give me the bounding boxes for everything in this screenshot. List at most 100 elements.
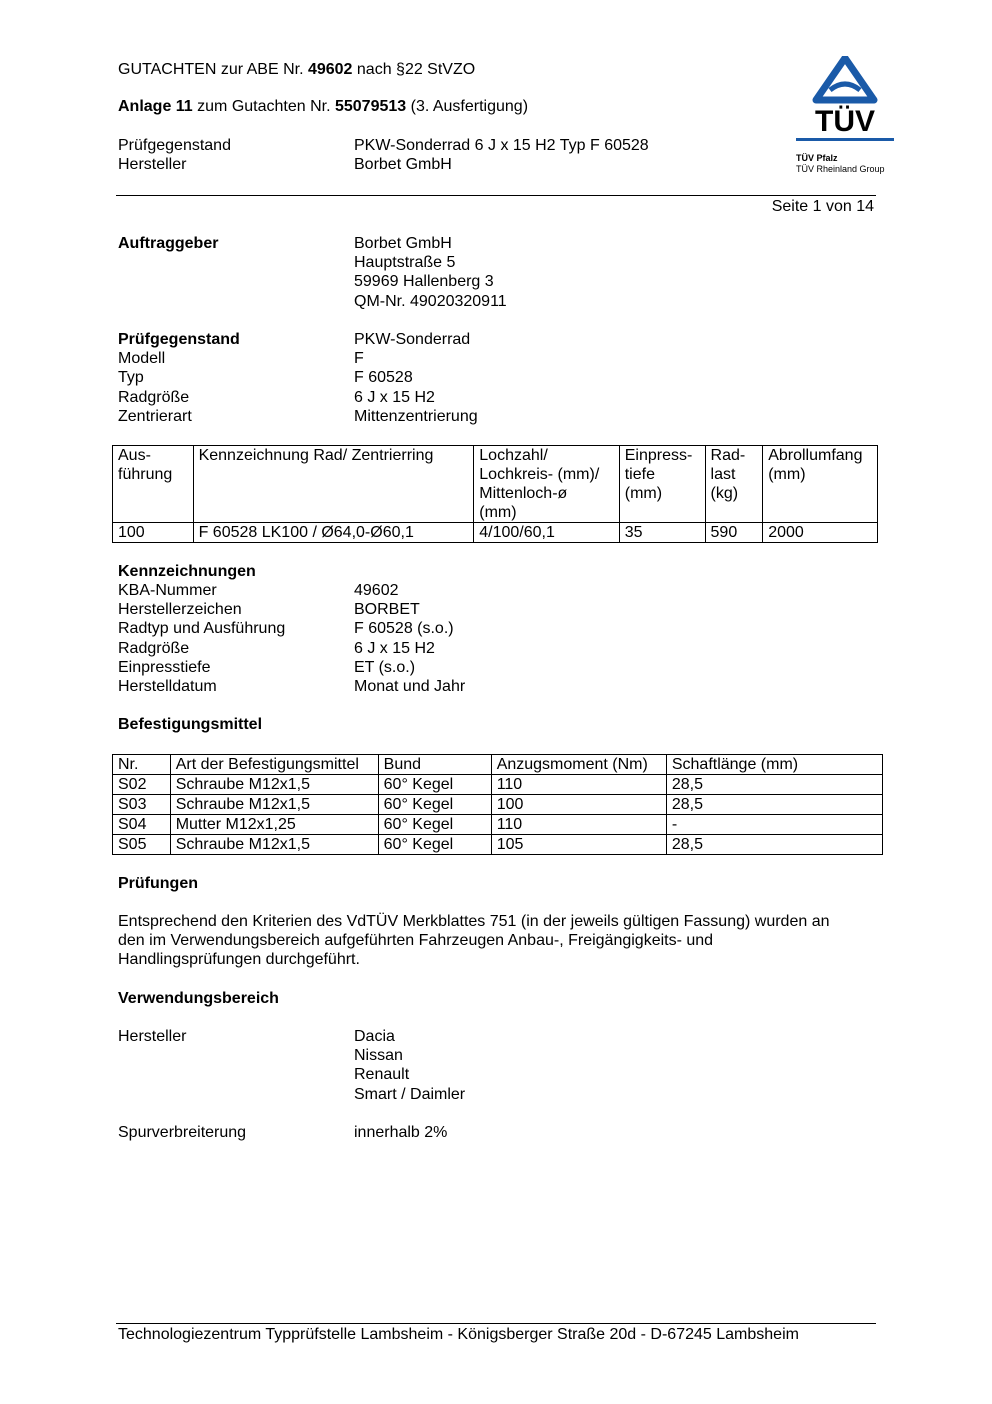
list-value: Nissan xyxy=(354,1047,403,1065)
info-value: PKW-Sonderrad 6 J x 15 H2 Typ F 60528 xyxy=(354,137,649,154)
footer-divider xyxy=(116,1323,876,1324)
info-value: BORBET xyxy=(354,601,420,619)
table-cell: 100 xyxy=(112,522,194,543)
table-cell: 60° Kegel xyxy=(377,774,492,795)
list-value: Borbet GmbH xyxy=(354,235,452,252)
table-row: S03 Schraube M12x1,5 60° Kegel 100 28,5 xyxy=(112,794,884,815)
table-cell: 2000 xyxy=(762,522,878,543)
spur-label: Spurverbreiterung xyxy=(118,1124,247,1141)
info-value: F xyxy=(354,350,364,368)
table-cell: Kennzeichnung Rad/ Zentrierring xyxy=(192,445,475,523)
list-value: 59969 Hallenberg 3 xyxy=(354,273,494,291)
table-cell: S02 xyxy=(112,774,171,795)
table-cell: 60° Kegel xyxy=(377,814,492,835)
svg-text:TÜV Rheinland Group: TÜV Rheinland Group xyxy=(796,164,885,174)
pruefungen-title: Prüfungen xyxy=(118,875,198,892)
info-label: KBA-Nummer xyxy=(118,582,217,599)
info-label: Radtyp und Ausführung xyxy=(118,620,286,638)
info-value: 49602 xyxy=(354,582,399,599)
table-cell: Schraube M12x1,5 xyxy=(169,794,379,815)
table-cell: 110 xyxy=(490,774,667,795)
list-value: Renault xyxy=(354,1066,410,1084)
info-value: PKW-Sonderrad xyxy=(354,331,471,348)
table-cell: 28,5 xyxy=(665,774,884,795)
svg-text:TÜV Pfalz: TÜV Pfalz xyxy=(796,153,838,163)
table-cell: 60° Kegel xyxy=(377,834,492,855)
list-value: Dacia xyxy=(354,1028,395,1045)
list-value: Smart / Daimler xyxy=(354,1085,466,1103)
table-cell: Abrollumfang (mm) xyxy=(762,445,878,523)
info-label: Herstelldatum xyxy=(118,677,217,695)
wheel-spec-table: Aus- führung Kennzeichnung Rad/ Zentrierr… xyxy=(112,445,878,543)
text-line: den im Verwendungsbereich aufgeführten F… xyxy=(118,932,714,949)
info-label: Radgröße xyxy=(118,639,190,657)
table-cell: Schaftlänge (mm) xyxy=(665,754,884,775)
table-cell: 35 xyxy=(618,522,706,543)
tuv-triangle-icon: TÜV TÜV Pfalz TÜV Rheinland Group xyxy=(796,54,894,174)
page-number: Seite 1 von 14 xyxy=(771,198,874,215)
info-value: 6 J x 15 H2 xyxy=(354,639,435,657)
svg-text:TÜV: TÜV xyxy=(815,105,875,138)
pruefungen-text: Entsprechend den Kriterien des VdTÜV Mer… xyxy=(118,912,830,969)
table-cell: Lochzahl/ Lochkreis- (mm)/ Mittenloch-ø … xyxy=(473,445,620,523)
info-value: F 60528 xyxy=(354,369,413,387)
annex-title: Anlage 11 zum Gutachten Nr. 55079513 (3.… xyxy=(118,98,529,115)
table-row: 100 F 60528 LK100 / Ø64,0-Ø60,1 4/100/60,1… xyxy=(112,522,878,543)
table-cell: F 60528 LK100 / Ø64,0-Ø60,1 xyxy=(192,522,475,543)
list-value: QM-Nr. 49020320911 xyxy=(354,292,507,310)
info-value: F 60528 (s.o.) xyxy=(354,620,454,638)
table-cell: 105 xyxy=(490,834,667,855)
info-label: Einpresstiefe xyxy=(118,658,211,676)
table-cell: Mutter M12x1,25 xyxy=(169,814,379,835)
kennzeichnungen-title: Kennzeichnungen xyxy=(118,563,256,580)
hersteller-label: Hersteller xyxy=(118,1028,187,1045)
table-cell: S03 xyxy=(112,794,171,815)
table-cell: Einpress- tiefe (mm) xyxy=(618,445,706,523)
info-value: Monat und Jahr xyxy=(354,677,466,695)
table-cell: 590 xyxy=(704,522,764,543)
info-label: Prüfgegenstand xyxy=(118,331,240,348)
table-cell: S05 xyxy=(112,834,171,855)
table-cell: 110 xyxy=(490,814,667,835)
table-cell: 28,5 xyxy=(665,794,884,815)
table-cell: Anzugsmoment (Nm) xyxy=(490,754,667,775)
info-value: Borbet GmbH xyxy=(354,156,452,174)
table-row: S02 Schraube M12x1,5 60° Kegel 110 28,5 xyxy=(112,774,884,795)
text-line: Entsprechend den Kriterien des VdTÜV Mer… xyxy=(118,913,830,930)
spur-value: innerhalb 2% xyxy=(354,1124,448,1141)
table-row: S04 Mutter M12x1,25 60° Kegel 110- xyxy=(112,814,884,835)
table-header-row: Aus- führung Kennzeichnung Rad/ Zentrierr… xyxy=(112,445,878,523)
table-cell: 28,5 xyxy=(665,834,884,855)
info-value: ET (s.o.) xyxy=(354,658,416,676)
info-label: Hersteller xyxy=(118,156,187,174)
table-cell: Art der Befestigungsmittel xyxy=(169,754,379,775)
befestigung-title: Befestigungsmittel xyxy=(118,716,263,733)
table-cell: Aus- führung xyxy=(112,445,194,523)
info-label: Zentrierart xyxy=(118,407,192,425)
verwendung-title: Verwendungsbereich xyxy=(118,990,279,1007)
info-value: Mittenzentrierung xyxy=(354,407,478,425)
info-value: 6 J x 15 H2 xyxy=(354,388,435,406)
table-cell: 100 xyxy=(490,794,667,815)
table-row: S05 Schraube M12x1,5 60° Kegel 105 28,5 xyxy=(112,834,884,855)
table-cell: Rad- last (kg) xyxy=(704,445,764,523)
table-cell: Nr. xyxy=(112,754,171,775)
header-divider xyxy=(116,195,876,196)
table-cell: Schraube M12x1,5 xyxy=(169,834,379,855)
table-cell: - xyxy=(665,814,884,835)
table-cell: Schraube M12x1,5 xyxy=(169,774,379,795)
tuv-logo: TÜV TÜV Pfalz TÜV Rheinland Group xyxy=(790,54,900,181)
table-header-row: Nr. Art der Befestigungsmittel Bund Anzugsm… xyxy=(112,754,884,775)
info-label: Herstellerzeichen xyxy=(118,601,242,619)
fastener-table: Nr. Art der Befestigungsmittel Bund Anzugsm… xyxy=(112,754,884,855)
info-label: Prüfgegenstand xyxy=(118,137,231,154)
list-value: Hauptstraße 5 xyxy=(354,254,456,272)
table-cell: 4/100/60,1 xyxy=(473,522,620,543)
auftraggeber-label: Auftraggeber xyxy=(118,235,219,252)
info-label: Typ xyxy=(118,369,144,387)
info-label: Radgröße xyxy=(118,388,190,406)
info-label: Modell xyxy=(118,350,166,368)
table-cell: S04 xyxy=(112,814,171,835)
report-title: GUTACHTEN zur ABE Nr. 49602 nach §22 StV… xyxy=(118,61,476,78)
